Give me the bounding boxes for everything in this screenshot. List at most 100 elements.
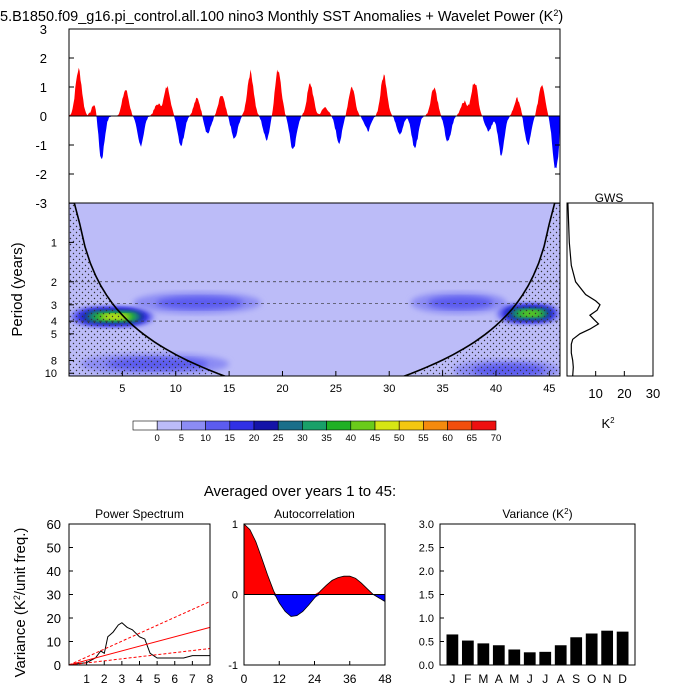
colorbar-swatch bbox=[205, 420, 231, 431]
anomaly-ytick-label: -1 bbox=[35, 138, 47, 153]
monthly-variance-ytick-label: 0.5 bbox=[419, 637, 434, 649]
autocorrelation-xtick-label: 0 bbox=[241, 672, 248, 686]
colorbar-swatch bbox=[398, 420, 424, 431]
colorbar-label: 60 bbox=[442, 433, 453, 444]
power-spectrum-ytick-label: 60 bbox=[47, 517, 61, 532]
colorbar-swatch bbox=[326, 420, 352, 431]
power-spectrum-xtick-label: 1 bbox=[83, 672, 90, 686]
autocorrelation-ytick-label: -1 bbox=[228, 660, 238, 672]
autocorrelation-xtick-label: 36 bbox=[343, 672, 357, 686]
colorbar-label: 35 bbox=[321, 433, 332, 444]
power-spectrum-ytick-label: 0 bbox=[54, 658, 61, 673]
wavelet-ytick-label: 10 bbox=[45, 368, 57, 380]
colorbar-label: 50 bbox=[394, 433, 405, 444]
power-feature bbox=[427, 296, 494, 310]
autocorrelation-negative-area bbox=[244, 594, 385, 617]
colorbar-swatch bbox=[447, 420, 473, 431]
wavelet-xtick-label: 30 bbox=[383, 383, 395, 395]
power-spectrum-xtick-label: 6 bbox=[171, 672, 178, 686]
colorbar-swatch bbox=[181, 420, 206, 431]
colorbar-label: 20 bbox=[249, 433, 260, 444]
power-spectrum-ytick-label: 50 bbox=[47, 541, 61, 556]
wavelet-ytick-label: 2 bbox=[51, 277, 57, 289]
colorbar-swatch bbox=[423, 420, 448, 431]
monthly-variance-xlabel: A bbox=[495, 672, 503, 686]
monthly-variance-bar bbox=[539, 651, 552, 665]
monthly-variance-xlabel: M bbox=[509, 672, 519, 686]
monthly-variance-ytick-label: 2.5 bbox=[419, 543, 434, 555]
monthly-variance-bar bbox=[601, 630, 614, 665]
monthly-variance-ytick-label: 0.0 bbox=[419, 660, 434, 672]
wavelet-xtick-label: 10 bbox=[170, 383, 182, 395]
autocorrelation-title: Autocorrelation bbox=[274, 507, 355, 521]
anomaly-ytick-label: -2 bbox=[35, 167, 47, 182]
monthly-variance-bar bbox=[585, 633, 598, 665]
power-spectrum-xtick-label: 7 bbox=[189, 672, 196, 686]
anomaly-positive-area bbox=[69, 67, 560, 116]
colorbar-label: 65 bbox=[467, 433, 478, 444]
monthly-variance-ytick-label: 1.0 bbox=[419, 613, 434, 625]
colorbar-label: 25 bbox=[273, 433, 284, 444]
wavelet-xtick-label: 40 bbox=[490, 383, 502, 395]
anomaly-ytick-label: 1 bbox=[40, 80, 47, 95]
spectrum-series-line bbox=[68, 601, 211, 666]
monthly-variance-title: Variance (K2) bbox=[502, 507, 572, 521]
monthly-variance-ytick-label: 2.0 bbox=[419, 566, 434, 578]
anomaly-ytick-label: 2 bbox=[40, 51, 47, 66]
monthly-variance-ytick-label: 3.0 bbox=[419, 519, 434, 531]
wavelet-ytick-label: 5 bbox=[51, 329, 57, 341]
anomaly-ytick-label: 0 bbox=[40, 109, 47, 124]
wavelet-xtick-label: 15 bbox=[223, 383, 235, 395]
monthly-variance-xlabel: N bbox=[603, 672, 612, 686]
autocorrelation-ytick-label: 1 bbox=[232, 519, 238, 531]
monthly-variance-xlabel: F bbox=[464, 672, 471, 686]
autocorrelation-xtick-label: 48 bbox=[378, 672, 392, 686]
autocorrelation-ytick-label: 0 bbox=[232, 590, 238, 602]
monthly-variance-bar bbox=[477, 643, 490, 665]
power-spectrum-xtick-label: 8 bbox=[207, 672, 214, 686]
autocorrelation-xtick-label: 12 bbox=[273, 672, 287, 686]
spectrum-series-line bbox=[68, 648, 211, 666]
colorbar-swatch bbox=[374, 420, 400, 431]
power-spectrum-xtick-label: 3 bbox=[119, 672, 126, 686]
colorbar-swatch bbox=[302, 420, 327, 431]
wavelet-xtick-label: 45 bbox=[543, 383, 555, 395]
averaged-caption: Averaged over years 1 to 45: bbox=[204, 483, 396, 500]
wavelet-xtick-label: 5 bbox=[119, 383, 125, 395]
monthly-variance-bar bbox=[570, 637, 583, 665]
gws-title: GWS bbox=[595, 191, 624, 205]
colorbar-label: 10 bbox=[200, 433, 211, 444]
anomaly-negative-area bbox=[69, 116, 560, 169]
anomaly-ytick-label: -3 bbox=[35, 196, 47, 211]
colorbar-swatch bbox=[350, 420, 376, 431]
monthly-variance-xlabel: D bbox=[618, 672, 627, 686]
colorbar-label: 0 bbox=[155, 433, 160, 444]
power-spectrum-ytick-label: 40 bbox=[47, 564, 61, 579]
wavelet-ylabel: Period (years) bbox=[9, 242, 26, 336]
wavelet-field bbox=[69, 203, 560, 376]
power-spectrum-ytick-label: 30 bbox=[47, 588, 61, 603]
monthly-variance-ytick-label: 1.5 bbox=[419, 590, 434, 602]
power-spectrum-ylabel: Variance (K2/unit freq.) bbox=[12, 528, 29, 678]
wavelet-xtick-label: 25 bbox=[330, 383, 342, 395]
monthly-variance-xlabel: J bbox=[527, 672, 533, 686]
power-spectrum-panel: Power Spectrum 1 2 3 4 5 6 7 8 0 10 20 30 40 50 60 Varia… bbox=[12, 507, 214, 686]
colorbar-label: 70 bbox=[491, 433, 502, 444]
wavelet-ytick-label: 8 bbox=[51, 356, 57, 368]
spectrum-series-line bbox=[68, 626, 211, 666]
colorbar-swatch bbox=[229, 420, 255, 431]
colorbar-swatch bbox=[471, 420, 497, 431]
monthly-variance-xlabel: J bbox=[449, 672, 455, 686]
monthly-variance-bar bbox=[523, 652, 536, 665]
anomaly-panel: -3 -2 -1 0 1 2 3 bbox=[35, 22, 561, 211]
colorbar-swatch bbox=[132, 420, 158, 431]
monthly-variance-bar bbox=[446, 634, 459, 665]
gws-panel: GWS K2 10 20 30 bbox=[566, 191, 660, 431]
gws-xtick-label: 10 bbox=[588, 386, 602, 401]
wavelet-ytick-label: 1 bbox=[51, 237, 57, 249]
monthly-variance-xlabel: M bbox=[478, 672, 488, 686]
wavelet-xtick-label: 35 bbox=[436, 383, 448, 395]
